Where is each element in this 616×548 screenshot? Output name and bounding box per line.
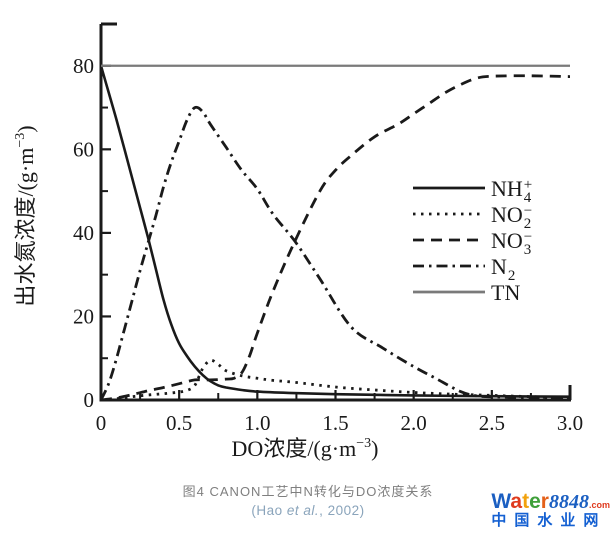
svg-text:4: 4 xyxy=(524,190,532,206)
brand-letter: W xyxy=(491,490,511,513)
legend-label-NO2-: NO xyxy=(491,202,523,227)
svg-text:2: 2 xyxy=(524,216,532,232)
svg-text:2: 2 xyxy=(508,268,516,284)
legend-label-NH4+: NH xyxy=(491,176,523,201)
svg-text:0: 0 xyxy=(96,411,107,435)
citation-etal: et al. xyxy=(286,503,320,518)
svg-text:60: 60 xyxy=(73,137,94,161)
legend-label-NO3-: NO xyxy=(491,228,523,253)
watermark-tld: .com xyxy=(588,500,610,510)
svg-text:40: 40 xyxy=(73,221,94,245)
x-axis-title: DO浓度/(g·m−3) xyxy=(232,436,379,461)
brand-letter: a xyxy=(510,490,523,513)
svg-text:3.0: 3.0 xyxy=(557,411,583,435)
series-line-NH4+ xyxy=(99,65,571,398)
series xyxy=(99,64,571,402)
brand-letter: t xyxy=(522,490,530,513)
svg-text:3: 3 xyxy=(524,242,532,258)
series-line-NO2- xyxy=(100,358,571,402)
brand-letter: e xyxy=(529,490,541,513)
legend: NH 4+NO 2−NO 3−N 2TN xyxy=(413,176,532,305)
watermark-logo: Water8848.com 中国水业网 xyxy=(491,491,610,529)
svg-text:1.5: 1.5 xyxy=(322,411,348,435)
watermark-subtitle: 中国水业网 xyxy=(491,512,607,530)
chart-canvas: 0 20 40 60 80 0 0.5 1.0 1.5 2.0 2.5 3.0 DO浓度/(g·m−3)… xyxy=(13,22,583,461)
svg-text:−: − xyxy=(524,203,532,219)
svg-text:+: + xyxy=(524,177,532,193)
legend-label-N2: N xyxy=(491,254,507,279)
svg-text:0: 0 xyxy=(84,388,95,412)
figure-citation: (Hao et al., 2002) xyxy=(0,503,616,518)
citation-suffix: , 2002) xyxy=(319,503,365,518)
watermark-brand-letters: Water xyxy=(491,490,549,513)
svg-text:0.5: 0.5 xyxy=(166,411,192,435)
svg-text:20: 20 xyxy=(73,304,94,328)
legend-label-TN: TN xyxy=(491,280,520,305)
series-line-N2 xyxy=(99,105,571,401)
svg-text:2.5: 2.5 xyxy=(479,411,505,435)
watermark-brand: Water8848.com xyxy=(491,491,610,512)
y-axis-title: 出水氮浓度/(g·m−3) xyxy=(13,125,38,306)
series-line-NO3- xyxy=(100,74,571,402)
svg-text:2.0: 2.0 xyxy=(401,411,427,435)
svg-text:1.0: 1.0 xyxy=(244,411,270,435)
figure-caption: 图4 CANON工艺中N转化与DO浓度关系 xyxy=(182,484,434,499)
brand-letter: r xyxy=(540,490,549,513)
svg-text:−: − xyxy=(524,229,532,245)
svg-text:80: 80 xyxy=(73,54,94,78)
watermark-number: 8848 xyxy=(548,491,589,513)
citation-prefix: (Hao xyxy=(251,503,287,518)
